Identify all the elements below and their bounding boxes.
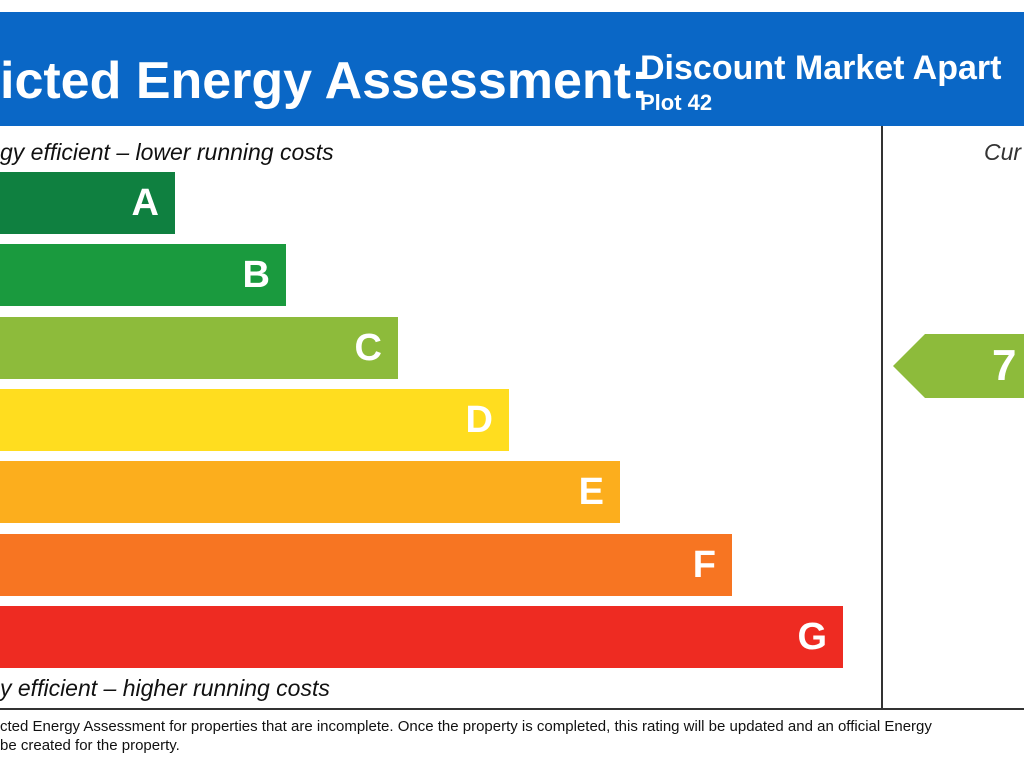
efficiency-caption-top: gy efficient – lower running costs — [0, 139, 334, 165]
energy-band-c: C — [0, 317, 398, 379]
energy-band-letter: C — [354, 327, 382, 369]
current-rating-arrow — [893, 334, 1024, 398]
efficiency-caption-bottom: y efficient – higher running costs — [0, 675, 330, 701]
energy-band-letter: G — [797, 616, 827, 658]
energy-band-letter: F — [692, 544, 716, 586]
current-rating-shape — [893, 334, 1024, 398]
energy-band-letter: D — [465, 399, 493, 441]
energy-band-a: A — [0, 172, 175, 234]
plot-number: Plot 42 — [640, 90, 713, 115]
current-rating-value: 7 — [992, 341, 1017, 390]
energy-band-letter: B — [242, 254, 270, 296]
energy-band-letter: A — [131, 182, 159, 224]
chart-bottom-border — [0, 708, 1024, 710]
column-divider — [881, 126, 883, 710]
assessment-title: icted Energy Assessment: — [0, 52, 649, 110]
property-name: Discount Market Apart — [640, 49, 1002, 87]
energy-band-letter: E — [578, 471, 604, 513]
energy-band-f: F — [0, 534, 732, 596]
header-banner: icted Energy Assessment: Discount Market… — [0, 12, 1024, 126]
footnote-line-1: cted Energy Assessment for properties th… — [0, 718, 932, 735]
energy-band-e: E — [0, 461, 620, 523]
energy-band-d: D — [0, 389, 509, 451]
energy-band-b: B — [0, 244, 286, 306]
energy-band-g: G — [0, 606, 843, 668]
current-column-label: Cur — [984, 139, 1022, 165]
footnote-line-2: be created for the property. — [0, 737, 180, 754]
